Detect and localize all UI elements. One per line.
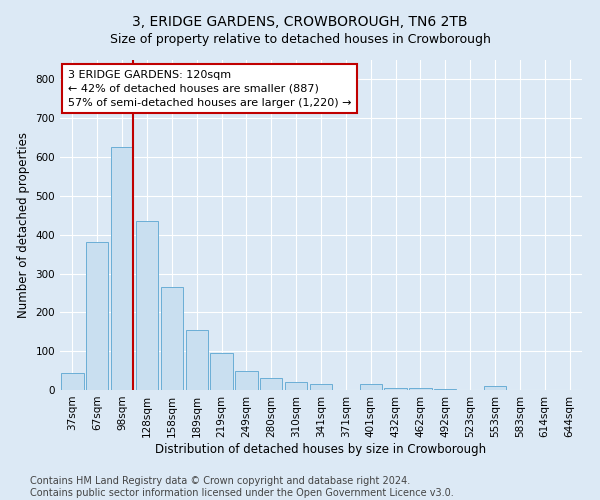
Bar (285, 382, 307, 390)
Text: Contains HM Land Registry data © Crown copyright and database right 2024.
Contai: Contains HM Land Registry data © Crown c… (30, 476, 454, 498)
Bar (111, 148, 133, 390)
Bar (484, 386, 506, 390)
Bar (211, 353, 233, 390)
Bar (161, 287, 183, 390)
Bar (310, 384, 332, 390)
Bar (260, 378, 283, 390)
Bar (359, 384, 382, 390)
Bar (434, 389, 457, 390)
Text: 3 ERIDGE GARDENS: 120sqm
← 42% of detached houses are smaller (887)
57% of semi-: 3 ERIDGE GARDENS: 120sqm ← 42% of detach… (68, 70, 352, 108)
Bar (61, 372, 83, 390)
Y-axis label: Number of detached properties: Number of detached properties (17, 132, 30, 318)
Bar (86, 242, 109, 390)
Bar (409, 388, 431, 390)
Bar (136, 221, 158, 390)
Bar (185, 330, 208, 390)
Text: 3, ERIDGE GARDENS, CROWBOROUGH, TN6 2TB: 3, ERIDGE GARDENS, CROWBOROUGH, TN6 2TB (132, 15, 468, 29)
Bar (235, 370, 257, 390)
Bar (385, 388, 407, 390)
Text: Size of property relative to detached houses in Crowborough: Size of property relative to detached ho… (110, 32, 490, 46)
X-axis label: Distribution of detached houses by size in Crowborough: Distribution of detached houses by size … (155, 442, 487, 456)
